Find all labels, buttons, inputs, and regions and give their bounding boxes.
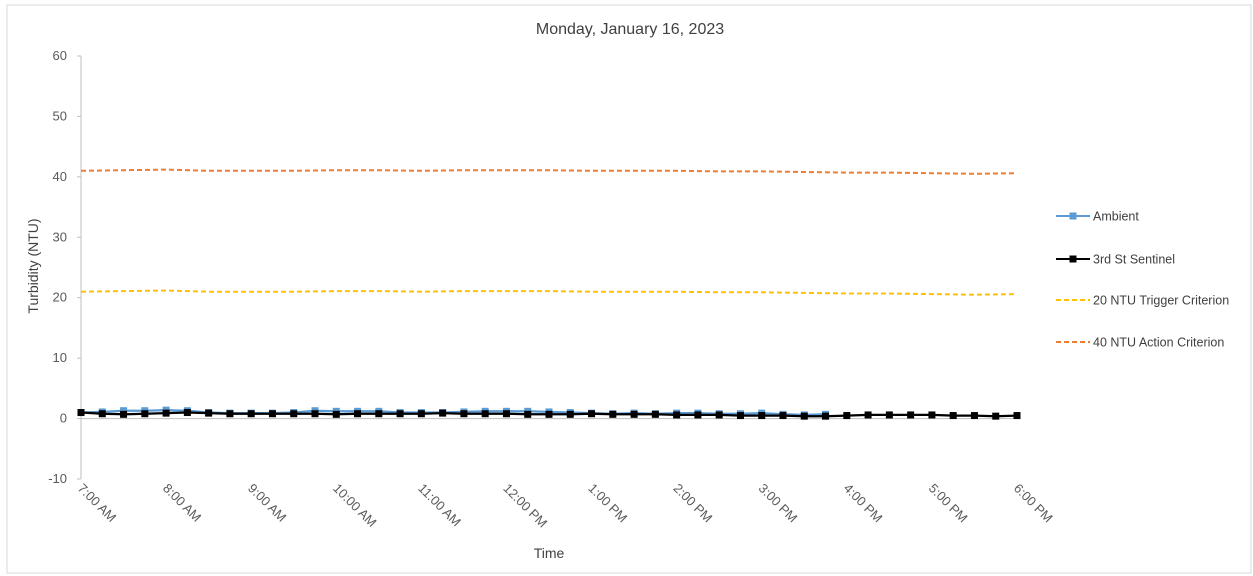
data-point (758, 412, 766, 420)
data-point (588, 410, 596, 418)
data-point (843, 412, 851, 420)
legend: Ambient 3rd St Sentinel 20 NTU Trigger Cri… (1056, 210, 1229, 350)
series-40-ntu-action-criterion (80, 168, 1018, 175)
y-tick-label: 40 (53, 169, 67, 184)
y-tick-label: 10 (53, 350, 67, 365)
legend-label: Ambient (1093, 210, 1139, 224)
data-point (268, 410, 276, 418)
data-point (715, 411, 723, 419)
legend-label: 3rd St Sentinel (1093, 253, 1175, 267)
data-point (1013, 412, 1021, 420)
data-point (673, 411, 681, 419)
data-point (502, 410, 510, 418)
data-point (928, 411, 936, 419)
data-point (460, 410, 468, 418)
legend-marker (1069, 212, 1077, 220)
data-point (120, 407, 128, 415)
series-line (80, 168, 1018, 175)
series-3rd-st-sentinel (77, 409, 1021, 420)
data-point (162, 409, 170, 417)
y-tick-label: 60 (53, 48, 67, 63)
chart-border (6, 4, 1252, 574)
legend-item: 40 NTU Action Criterion (1056, 336, 1224, 350)
data-point (226, 410, 234, 418)
data-point (183, 409, 191, 417)
y-axis-title: Turbidity (NTU) (25, 218, 41, 313)
data-point (311, 410, 319, 418)
data-point (417, 410, 425, 418)
data-point (396, 410, 404, 418)
data-point (822, 412, 830, 420)
x-axis-title: Time (534, 545, 565, 561)
data-point (800, 412, 808, 420)
data-point (651, 410, 659, 418)
data-point (481, 410, 489, 418)
data-point (290, 410, 298, 418)
data-point (375, 410, 383, 418)
data-point (630, 410, 638, 418)
data-point (439, 409, 447, 417)
data-point (354, 410, 362, 418)
y-tick-label: 30 (53, 229, 67, 244)
legend-item: 20 NTU Trigger Criterion (1056, 294, 1229, 308)
data-point (141, 410, 149, 418)
data-point (694, 411, 702, 419)
data-point (864, 411, 872, 419)
y-tick-label: 50 (53, 108, 67, 123)
legend-label: 20 NTU Trigger Criterion (1093, 294, 1229, 308)
data-point (885, 411, 893, 419)
legend-marker (1069, 255, 1077, 263)
data-point (566, 410, 574, 418)
data-point (970, 412, 978, 420)
data-point (949, 412, 957, 420)
y-tick-label: 0 (60, 411, 67, 426)
data-point (524, 410, 532, 418)
chart-title: Monday, January 16, 2023 (536, 21, 724, 38)
legend-item: Ambient (1056, 210, 1139, 224)
legend-item: 3rd St Sentinel (1056, 253, 1175, 267)
data-point (545, 410, 553, 418)
data-point (609, 410, 617, 418)
y-tick-label: -10 (48, 471, 67, 486)
data-point (77, 409, 85, 417)
data-point (736, 412, 744, 420)
data-point (98, 410, 106, 418)
data-point (779, 412, 787, 420)
data-point (205, 409, 213, 417)
series-line (80, 289, 1018, 296)
y-tick-label: 20 (53, 290, 67, 305)
data-point (332, 410, 340, 418)
series-20-ntu-trigger-criterion (80, 289, 1018, 296)
data-point (907, 411, 915, 419)
data-point (992, 412, 1000, 420)
legend-label: 40 NTU Action Criterion (1093, 336, 1224, 350)
data-point (247, 410, 255, 418)
data-point (120, 410, 128, 418)
series-layer (77, 168, 1021, 420)
